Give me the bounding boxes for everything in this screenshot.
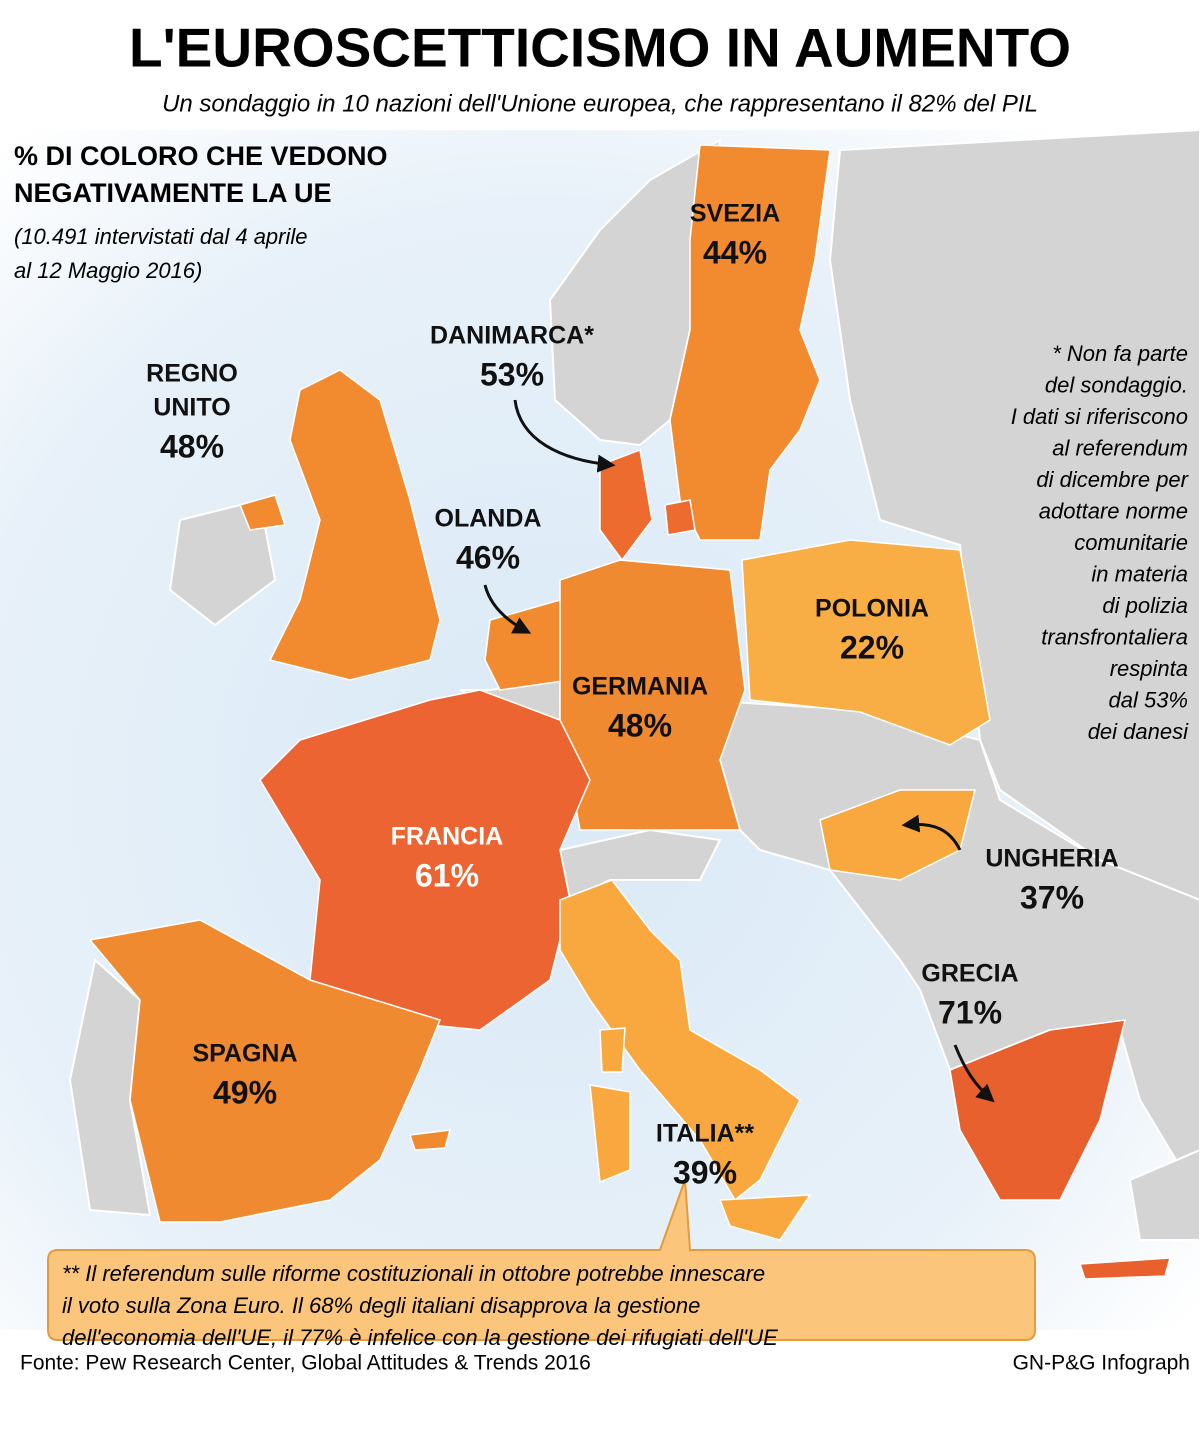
denmark-note: di dicembre per [1036,467,1189,492]
italy-note [47,1179,1036,1341]
arrows [483,399,995,1103]
texts: L'EUROSCETTICISMO IN AUMENTO Un sondaggi… [14,17,1190,1375]
subtitle: Un sondaggio in 10 nazioni dell'Unione e… [162,90,1038,117]
country-name: OLANDA [435,505,542,533]
legend-heading: NEGATIVAMENTE LA UE [14,178,332,208]
credit: GN-P&G Infograph [1013,1352,1190,1375]
country-name: SVEZIA [690,200,780,228]
background-land [68,128,1200,1241]
denmark-note: del sondaggio. [1045,372,1188,397]
country-shape [664,499,696,536]
country-shape [1078,1257,1172,1280]
denmark-note: di polizia [1102,593,1188,618]
denmark-note: dal 53% [1108,687,1188,712]
title: L'EUROSCETTICISMO IN AUMENTO [129,17,1071,79]
denmark-note: I dati si riferiscono [1011,404,1188,429]
country-shape [484,599,571,691]
italy-note: il voto sulla Zona Euro. Il 68% degli it… [62,1293,700,1318]
country-shape [599,448,653,562]
legend-note: (10.491 intervistati dal 4 aprile [14,224,308,249]
country-name: DANIMARCA* [430,322,594,350]
country-value: 48% [160,428,224,464]
country-shape [599,1027,626,1073]
country-shape [238,494,286,531]
country-shape [408,1129,452,1151]
country-value: 48% [608,707,672,743]
denmark-note: al referendum [1052,435,1188,460]
country-name: POLONIA [815,595,929,623]
country-value: 44% [703,234,767,270]
denmark-note: dei danesi [1088,719,1189,744]
countries [88,144,1172,1280]
country-name: FRANCIA [391,823,504,851]
denmark-note: transfrontaliera [1041,624,1188,649]
legend-note: al 12 Maggio 2016) [14,258,202,283]
country-name: ITALIA** [656,1120,754,1148]
italy-note: ** Il referendum sulle riforme costituzi… [62,1261,765,1286]
country-value: 46% [456,539,520,575]
country-value: 39% [673,1154,737,1190]
country-value: 53% [480,356,544,392]
country-name: GRECIA [921,960,1018,988]
country-shape [589,1084,631,1184]
country-name: UNGHERIA [985,845,1118,873]
country-name: UNITO [153,394,230,422]
country-name: GERMANIA [572,673,708,701]
legend-heading: % DI COLORO CHE VEDONO [14,141,388,171]
country-shape [718,1194,812,1241]
denmark-note: comunitarie [1074,530,1188,555]
country-value: 22% [840,629,904,665]
country-shape [949,1019,1126,1201]
italy-note: dell'economia dell'UE, il 77% è infelice… [62,1325,778,1350]
country-name: SPAGNA [192,1040,297,1068]
country-shape [268,369,441,681]
denmark-note: * Non fa parte [1052,341,1188,366]
country-value: 61% [415,857,479,893]
country-shape [669,144,831,541]
country-value: 71% [938,994,1002,1030]
country-shape [88,919,441,1223]
denmark-note: in materia [1091,561,1188,586]
denmark-note: respinta [1110,656,1188,681]
country-value: 37% [1020,879,1084,915]
country-value: 49% [213,1074,277,1110]
country-shape [259,689,591,1031]
country-shape [559,559,746,831]
country-shape [741,539,991,746]
source: Fonte: Pew Research Center, Global Attit… [20,1352,591,1375]
country-name: REGNO [146,360,238,388]
country-shape [559,879,801,1202]
denmark-note: adottare norme [1039,498,1188,523]
